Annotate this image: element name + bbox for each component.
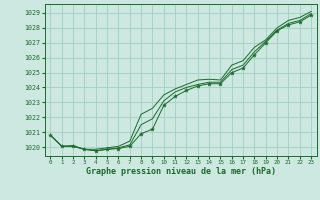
X-axis label: Graphe pression niveau de la mer (hPa): Graphe pression niveau de la mer (hPa) xyxy=(86,167,276,176)
